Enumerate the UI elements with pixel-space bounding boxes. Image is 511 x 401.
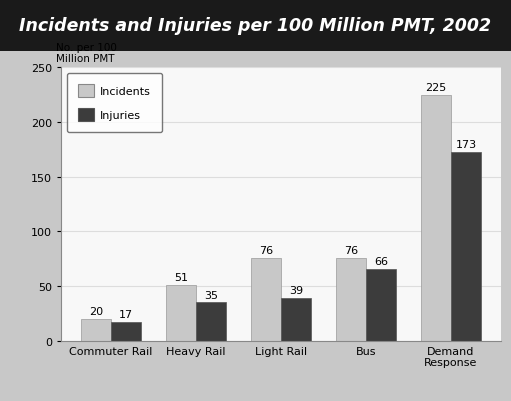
Text: 39: 39 (289, 286, 303, 296)
Bar (281, 298, 311, 341)
Bar (111, 322, 141, 341)
Text: 17: 17 (119, 310, 133, 320)
Bar (451, 152, 481, 341)
Bar (336, 258, 366, 341)
Bar (196, 303, 226, 341)
Text: 35: 35 (204, 290, 218, 300)
Bar (166, 285, 196, 341)
Text: 51: 51 (174, 273, 188, 282)
Bar (81, 319, 111, 341)
Text: 225: 225 (426, 83, 447, 93)
Text: 76: 76 (259, 245, 273, 255)
Text: No. per 100
Million PMT: No. per 100 Million PMT (56, 43, 117, 64)
Text: 20: 20 (89, 306, 103, 316)
Bar (251, 258, 281, 341)
Bar (366, 269, 396, 341)
Legend: Incidents, Injuries: Incidents, Injuries (67, 74, 162, 133)
Text: 76: 76 (344, 245, 358, 255)
Bar (421, 95, 451, 341)
Text: 66: 66 (374, 256, 388, 266)
Text: Incidents and Injuries per 100 Million PMT, 2002: Incidents and Injuries per 100 Million P… (19, 17, 492, 35)
Text: 173: 173 (455, 140, 476, 150)
